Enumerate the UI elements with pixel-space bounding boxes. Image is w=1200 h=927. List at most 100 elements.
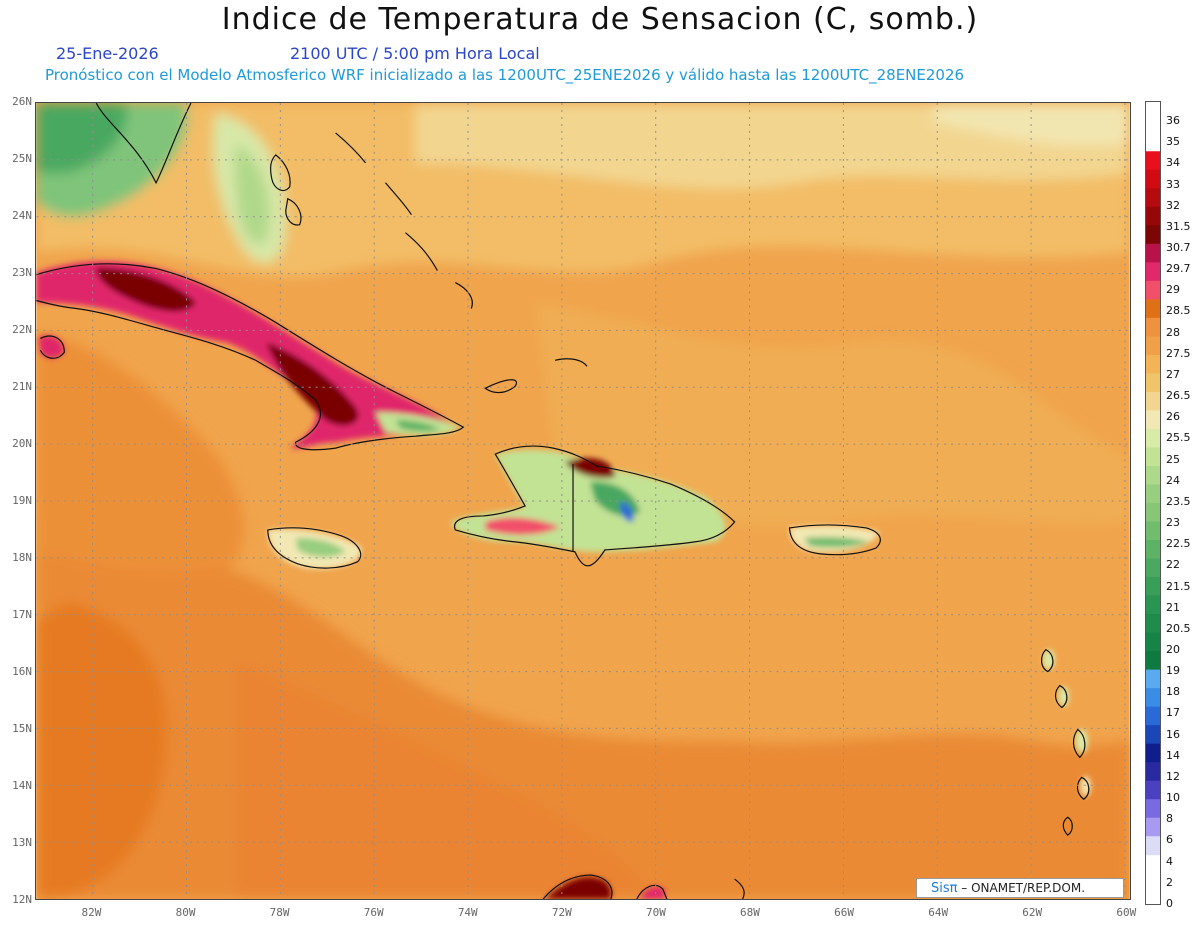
latitude-label: 19N: [12, 494, 32, 507]
credit-box: Sisπ – ONAMET/REP.DOM.: [916, 878, 1124, 898]
legend-swatch: [1146, 151, 1160, 171]
legend-label: 36: [1166, 114, 1180, 128]
legend-swatch: [1146, 336, 1160, 356]
legend-swatch: [1146, 447, 1160, 467]
latitude-label: 12N: [12, 893, 32, 906]
legend-label: 26.5: [1166, 389, 1191, 403]
legend-label: 12: [1166, 769, 1180, 783]
legend-label: 33: [1166, 177, 1180, 191]
legend-label: 25: [1166, 452, 1180, 466]
legend-swatch: [1146, 410, 1160, 430]
credit-text: – ONAMET/REP.DOM.: [961, 881, 1086, 895]
latitude-label: 15N: [12, 722, 32, 735]
legend-label: 27.5: [1166, 346, 1191, 360]
legend-label: 6: [1166, 833, 1173, 847]
legend-swatch: [1146, 280, 1160, 300]
legend-label: 16: [1166, 727, 1180, 741]
legend-label: 10: [1166, 791, 1180, 805]
latitude-label: 21N: [12, 380, 32, 393]
legend-label: 30.7: [1166, 240, 1191, 254]
legend-swatch: [1146, 706, 1160, 726]
legend-swatch: [1146, 225, 1160, 245]
legend-swatch: [1146, 780, 1160, 800]
legend-label: 22.5: [1166, 537, 1191, 551]
legend-label: 29: [1166, 283, 1180, 297]
longitude-label: 76W: [363, 906, 384, 919]
legend-label: 34: [1166, 156, 1180, 170]
legend-swatch: [1146, 799, 1160, 819]
legend-swatch: [1146, 206, 1160, 226]
legend-label: 35: [1166, 135, 1180, 149]
longitude-label: 60W: [1116, 906, 1137, 919]
legend-swatch: [1146, 651, 1160, 671]
legend-label: 27: [1166, 367, 1180, 381]
legend-label: 29.7: [1166, 262, 1191, 276]
legend-swatch: [1146, 688, 1160, 708]
legend-label: 17: [1166, 706, 1180, 720]
longitude-label: 66W: [834, 906, 854, 919]
legend-label: 32: [1166, 198, 1180, 212]
legend-swatch: [1146, 762, 1160, 782]
coastlines: [36, 103, 1090, 899]
longitude-label: 74W: [457, 906, 478, 919]
latitude-label: 26N: [12, 95, 32, 108]
legend-swatch: [1146, 521, 1160, 541]
legend-swatch: [1146, 391, 1160, 411]
graticule: [36, 103, 1130, 899]
legend-swatch: [1146, 354, 1160, 374]
legend-swatch: [1146, 836, 1160, 856]
legend-swatch: [1146, 428, 1160, 448]
legend-swatch: [1146, 817, 1160, 837]
legend-swatch: [1146, 373, 1160, 393]
legend-swatch: [1146, 540, 1160, 559]
legend-swatch: [1146, 614, 1160, 634]
legend-swatch: [1146, 725, 1160, 745]
legend-swatch: [1146, 484, 1160, 504]
legend-swatch: [1146, 243, 1160, 263]
forecast-date: 25-Ene-2026: [56, 44, 159, 63]
legend-swatch: [1146, 169, 1160, 189]
temperature-field: [36, 103, 1130, 899]
longitude-label: 72W: [551, 906, 572, 919]
latitude-label: 14N: [12, 779, 32, 792]
latitude-label: 22N: [12, 323, 32, 336]
legend-label: 24: [1166, 473, 1180, 487]
legend-swatch: [1146, 299, 1160, 319]
latitude-label: 18N: [12, 551, 32, 564]
legend-swatch: [1146, 317, 1160, 337]
longitude-label: 62W: [1022, 906, 1043, 919]
latitude-label: 20N: [12, 437, 32, 450]
forecast-time: 2100 UTC / 5:00 pm Hora Local: [290, 44, 540, 63]
legend-label: 26: [1166, 410, 1180, 424]
latitude-label: 23N: [12, 266, 32, 279]
legend-label: 28.5: [1166, 304, 1191, 318]
legend-swatch: [1146, 577, 1160, 597]
legend-label: 2: [1166, 875, 1173, 889]
legend-label: 28: [1166, 325, 1180, 339]
legend-label: 23: [1166, 516, 1180, 530]
legend-label: 25.5: [1166, 431, 1191, 445]
latitude-label: 25N: [12, 152, 32, 165]
legend-label: 14: [1166, 748, 1180, 762]
map-title: Indice de Temperatura de Sensacion (C, s…: [221, 2, 979, 37]
legend-swatch: [1146, 595, 1160, 615]
latitude-label: 24N: [12, 209, 32, 222]
heat-index-map: [35, 102, 1131, 900]
longitude-label: 70W: [645, 906, 666, 919]
longitude-label: 64W: [928, 906, 949, 919]
legend-label: 4: [1166, 854, 1173, 868]
land-features: [36, 261, 1091, 899]
legend-swatch: [1146, 188, 1160, 208]
longitude-label: 68W: [740, 906, 760, 919]
legend-swatch: [1146, 743, 1160, 763]
longitude-label: 80W: [175, 906, 196, 919]
legend-swatch: [1146, 632, 1160, 652]
legend-label: 8: [1166, 812, 1173, 826]
latitude-label: 17N: [12, 608, 32, 621]
longitude-label: 78W: [269, 906, 290, 919]
color-legend: [1145, 101, 1161, 905]
legend-swatch: [1146, 558, 1160, 578]
legend-swatch: [1146, 669, 1160, 689]
legend-label: 20: [1166, 642, 1180, 656]
legend-swatch: [1146, 503, 1160, 522]
